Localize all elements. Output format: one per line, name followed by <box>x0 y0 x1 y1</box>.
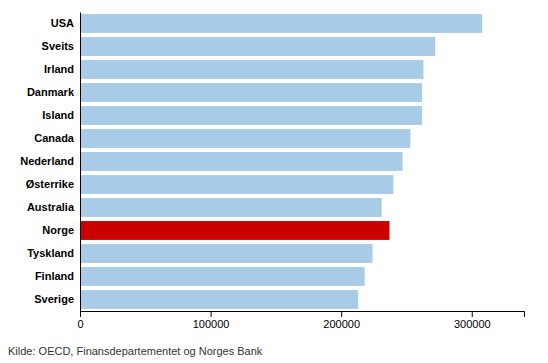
y-axis: Sverige Finland Tyskland Norge Australia Øste… <box>20 13 80 312</box>
x-tick-mark <box>80 311 81 317</box>
y-tick-label: Sveits <box>42 40 74 52</box>
bar <box>80 244 373 263</box>
y-axis-line <box>80 13 81 312</box>
bar <box>80 152 403 171</box>
y-tick-label: Danmark <box>27 86 75 98</box>
y-tick: Østerrike <box>26 178 74 190</box>
y-tick: Danmark <box>27 86 75 98</box>
bar <box>80 198 382 217</box>
y-tick-label: Australia <box>27 201 75 213</box>
bars <box>80 14 482 309</box>
x-axis-line <box>81 312 525 318</box>
bar <box>80 106 422 125</box>
y-tick: Sverige <box>34 293 74 305</box>
y-tick: Island <box>42 109 74 121</box>
y-tick: Nederland <box>20 155 74 167</box>
plot: 0 100000 200000 300000 Sverige Finland Tysklan… <box>20 13 524 330</box>
x-tick-mark <box>211 311 212 317</box>
y-tick: Tyskland <box>27 247 74 259</box>
y-tick-label: Østerrike <box>26 178 74 190</box>
x-tick-mark <box>472 311 473 317</box>
x-tick: 100000 <box>193 311 230 330</box>
y-tick: Irland <box>44 63 74 75</box>
bar <box>80 37 435 56</box>
x-tick: 0 <box>77 311 83 330</box>
bar <box>80 14 482 33</box>
y-tick: Australia <box>27 201 75 213</box>
y-tick-label: Norge <box>42 224 74 236</box>
y-tick-label: Canada <box>34 132 75 144</box>
chart: 0 100000 200000 300000 Sverige Finland Tysklan… <box>0 0 548 363</box>
bar <box>80 267 365 286</box>
bar <box>80 290 358 309</box>
x-tick-mark <box>341 311 342 317</box>
caption: Kilde: OECD, Finansdepartementet og Norg… <box>8 345 263 357</box>
x-axis: 0 100000 200000 300000 <box>77 311 524 330</box>
y-tick-label: Irland <box>44 63 74 75</box>
x-tick: 200000 <box>323 311 360 330</box>
y-tick-label: Island <box>42 109 74 121</box>
bar <box>80 175 393 194</box>
y-tick: Finland <box>35 270 74 282</box>
x-tick-label: 200000 <box>323 318 360 330</box>
bar <box>80 83 422 102</box>
y-tick: USA <box>51 17 74 29</box>
y-tick-label: Finland <box>35 270 74 282</box>
y-tick-label: Sverige <box>34 293 74 305</box>
y-tick-label: Tyskland <box>27 247 74 259</box>
bar <box>80 221 389 240</box>
y-tick-label: Nederland <box>20 155 74 167</box>
y-tick: Canada <box>34 132 75 144</box>
bar <box>80 129 410 148</box>
y-tick-label: USA <box>51 17 74 29</box>
y-tick: Norge <box>42 224 74 236</box>
x-tick-label: 0 <box>77 318 83 330</box>
x-tick-label: 100000 <box>193 318 230 330</box>
x-tick-label: 300000 <box>454 318 491 330</box>
x-tick: 300000 <box>454 311 491 330</box>
y-tick: Sveits <box>42 40 74 52</box>
bar <box>80 60 423 79</box>
